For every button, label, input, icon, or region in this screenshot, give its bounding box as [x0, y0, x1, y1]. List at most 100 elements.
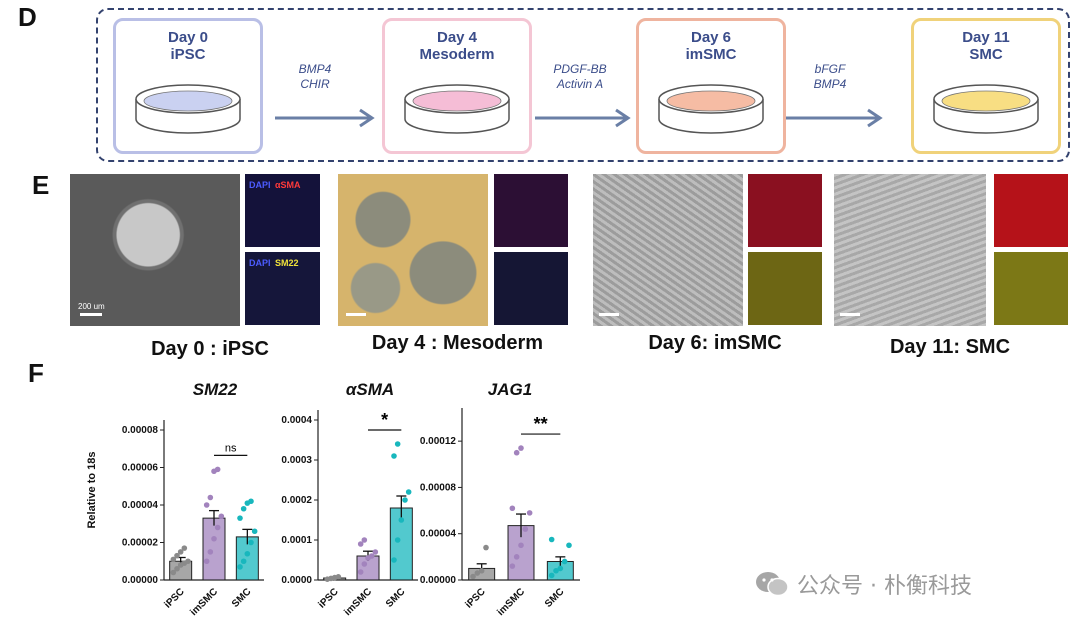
data-point [214, 524, 221, 531]
y-tick-label: 0.00012 [420, 436, 457, 447]
data-point [251, 528, 258, 535]
data-point [402, 497, 408, 503]
data-point [557, 565, 564, 572]
phase-contrast-image-day4 [338, 174, 488, 326]
scale-bar [599, 313, 619, 316]
data-point [237, 515, 243, 521]
data-point [361, 561, 368, 567]
arrow-3 [786, 108, 883, 128]
stage-name: iPSC [170, 46, 206, 63]
fluor-image-sm22-day6 [748, 252, 822, 325]
data-point [513, 449, 520, 456]
data-point [174, 552, 180, 559]
data-point [240, 558, 247, 565]
factor-label-2: PDGF-BB Activin A [553, 62, 607, 91]
stage-title: Day 0 iPSC [116, 29, 260, 63]
scale-label: 200 um [78, 302, 105, 311]
y-tick-label: 0.0004 [281, 415, 312, 426]
y-axis-label: Relative to 18s [86, 451, 98, 528]
data-point [207, 494, 214, 501]
data-point [526, 510, 533, 516]
x-tick-label: iPSC [163, 586, 187, 610]
caption-day6: Day 6: imSMC [648, 332, 782, 354]
dapi-label: DAPI [249, 258, 271, 268]
y-tick-label: 0.00006 [122, 463, 159, 474]
data-point [391, 557, 397, 563]
y-tick-label: 0.00002 [122, 538, 159, 549]
x-tick-label: imSMC [495, 586, 527, 618]
data-point [185, 558, 191, 565]
factor-label-3: bFGF BMP4 [813, 62, 847, 91]
caption-day0: Day 0 : iPSC [151, 338, 269, 360]
data-point [357, 541, 364, 547]
stage-box-2: Day 6 imSMC [636, 18, 786, 154]
phase-contrast-image-day6 [593, 174, 743, 326]
data-point [170, 556, 177, 563]
y-tick-label: 0.00004 [122, 500, 159, 511]
data-point [237, 564, 243, 570]
chart-title-asma: αSMA [345, 380, 395, 399]
y-tick-label: 0.0002 [281, 495, 312, 506]
significance-label: * [381, 410, 388, 430]
data-point [368, 553, 375, 559]
y-tick-label: 0.0003 [281, 455, 312, 466]
data-point [203, 558, 210, 565]
fluor-image-asma-day11 [994, 174, 1068, 247]
significance-label: ** [534, 414, 548, 434]
y-tick-label: 0.0001 [281, 535, 312, 546]
data-point [170, 569, 177, 576]
scale-bar [346, 313, 366, 316]
panel-label-e: E [32, 170, 50, 200]
data-point [372, 549, 379, 555]
stage-day: Day 6 [690, 29, 732, 46]
y-tick-label: 0.00000 [420, 575, 457, 586]
data-point [248, 498, 254, 505]
data-point [518, 542, 524, 549]
data-point [391, 453, 397, 459]
fluor-image-sm22-day11 [994, 252, 1068, 325]
data-point [207, 549, 214, 555]
y-tick-label: 0.00000 [122, 575, 159, 586]
dapi-label: DAPI [249, 180, 271, 190]
caption-day4: Day 4 : Mesoderm [371, 332, 544, 354]
stage-name: SMC [969, 46, 1003, 63]
data-point [522, 526, 529, 532]
petri-dish-icon [135, 84, 241, 134]
petri-dish-icon [933, 84, 1039, 134]
petri-dish-icon [404, 84, 510, 134]
x-tick-label: SMC [384, 586, 408, 610]
data-point [203, 502, 210, 508]
phase-contrast-image-day11 [834, 174, 986, 326]
factor-label-1: BMP4 CHIR [298, 62, 332, 91]
watermark-text: 公众号 · 朴衡科技 [797, 574, 972, 599]
panel-label-d: D [18, 2, 37, 32]
data-point [509, 563, 516, 569]
y-tick-label: 0.00008 [420, 482, 457, 493]
y-tick-label: 0.00004 [420, 529, 457, 540]
bar [202, 517, 226, 581]
fluor-image-sm22-day0: DAPI SM22 [245, 252, 320, 325]
chart-title-jag1: JAG1 [487, 380, 533, 399]
stage-box-1: Day 4 Mesoderm [382, 18, 532, 154]
stage-arrows [275, 108, 883, 128]
data-point [394, 537, 401, 543]
data-point [474, 570, 481, 576]
stage-title: Day 4 Mesoderm [385, 29, 529, 63]
arrow-2 [535, 108, 631, 128]
scale-bar [840, 313, 860, 316]
significance-label: ns [225, 442, 237, 454]
fluor-image-asma-day4 [494, 174, 568, 247]
stage-box-0: Day 0 iPSC [113, 18, 263, 154]
stage-box-3: Day 11 SMC [911, 18, 1061, 154]
data-point [177, 549, 184, 555]
watermark: 公众号 · 朴衡科技 [755, 568, 972, 600]
fluor-image-asma-day0: DAPI αSMA [245, 174, 320, 247]
petri-dish-icon [658, 84, 764, 134]
scale-bar [80, 313, 102, 316]
data-point [211, 535, 217, 542]
data-point [561, 558, 568, 565]
data-point [214, 466, 221, 473]
data-point [483, 544, 489, 551]
data-point [548, 536, 555, 543]
